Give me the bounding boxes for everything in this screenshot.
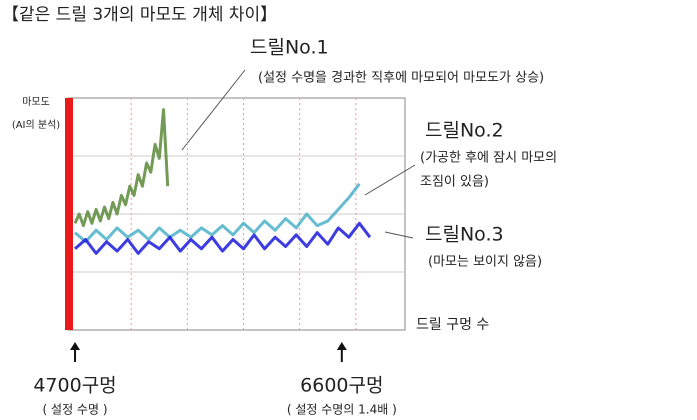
annotation-note: ( 설정 수명 ) — [43, 403, 108, 417]
series-note: 조짐이 있음) — [420, 175, 489, 190]
arrow-head — [336, 342, 347, 350]
series-label: 드릴No.1 — [250, 37, 329, 59]
series-line — [73, 108, 170, 228]
y-label: 마모도 — [22, 96, 50, 108]
chart-title: 【같은 드릴 3개의 마모도 개체 차이】 — [2, 5, 277, 25]
series-note: (마모는 보이지 않음) — [428, 255, 542, 270]
axis-bar — [65, 98, 73, 330]
x-label: 드릴 구멍 수 — [416, 317, 489, 333]
series-line — [74, 182, 361, 244]
annotation-label: 4700구멍 — [33, 375, 116, 397]
series-note: (설정 수명을 경과한 직후에 마모되어 마모도가 상승) — [258, 71, 544, 86]
leader — [384, 231, 414, 239]
arrow-head — [70, 342, 81, 350]
series-line — [74, 221, 372, 255]
y-label: (AI의 분석) — [12, 119, 60, 131]
series-label: 드릴No.2 — [425, 120, 504, 142]
annotation-label: 6600구멍 — [300, 375, 383, 397]
leader — [181, 69, 246, 151]
series-note: (가공한 후에 잠시 마모의 — [420, 151, 557, 166]
series-label: 드릴No.3 — [425, 224, 504, 246]
annotation-note: ( 설정 수명의 1.4배 ) — [287, 403, 397, 417]
leader — [364, 164, 416, 196]
